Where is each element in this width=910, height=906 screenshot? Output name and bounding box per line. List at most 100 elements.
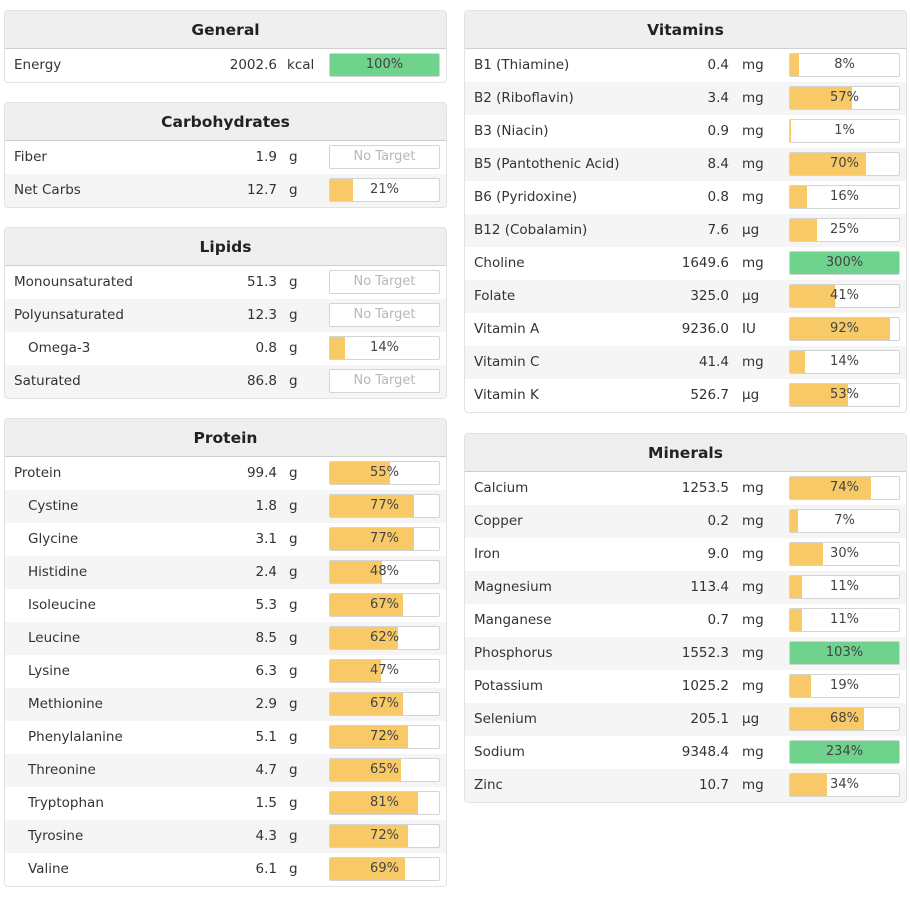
nutrient-row[interactable]: Phenylalanine 5.1 g 72%	[5, 721, 446, 754]
nutrient-row[interactable]: Leucine 8.5 g 62%	[5, 622, 446, 655]
nutrient-row[interactable]: Saturated 86.8 g No Target	[5, 365, 446, 398]
nutrient-row[interactable]: Fiber 1.9 g No Target	[5, 141, 446, 174]
nutrient-name: Manganese	[474, 612, 552, 628]
nutrient-row[interactable]: Monounsaturated 51.3 g No Target	[5, 266, 446, 299]
nutrient-row[interactable]: Zinc 10.7 mg 34%	[465, 769, 906, 802]
nutrient-row[interactable]: Vitamin C 41.4 mg 14%	[465, 346, 906, 379]
nutrient-row[interactable]: Cystine 1.8 g 77%	[5, 490, 446, 523]
progress-fill	[790, 384, 848, 406]
nutrient-name: Glycine	[28, 531, 79, 547]
nutrient-row[interactable]: B2 (Riboflavin) 3.4 mg 57%	[465, 82, 906, 115]
progress-fill	[790, 153, 867, 175]
target-progress-bar: 55%	[329, 461, 440, 485]
nutrient-row[interactable]: Protein 99.4 g 55%	[5, 457, 446, 490]
progress-fill	[790, 576, 802, 598]
panel-title: Protein	[5, 419, 446, 457]
nutrient-row[interactable]: B3 (Niacin) 0.9 mg 1%	[465, 115, 906, 148]
nutrient-unit: mg	[742, 546, 764, 562]
progress-percent: 21%	[370, 182, 399, 197]
nutrient-unit: g	[289, 762, 298, 778]
nutrient-amount: 1.9	[255, 149, 277, 165]
nutrient-row[interactable]: Threonine 4.7 g 65%	[5, 754, 446, 787]
nutrient-name: Lysine	[28, 663, 70, 679]
progress-fill	[790, 120, 792, 142]
nutrient-row[interactable]: Copper 0.2 mg 7%	[465, 505, 906, 538]
target-progress-bar: 34%	[789, 773, 900, 797]
target-progress-bar: 41%	[789, 284, 900, 308]
progress-fill	[330, 792, 419, 814]
nutrient-amount: 6.3	[255, 663, 277, 679]
nutrient-row[interactable]: Phosphorus 1552.3 mg 103%	[465, 637, 906, 670]
nutrient-unit: g	[289, 696, 298, 712]
nutrient-row[interactable]: Tryptophan 1.5 g 81%	[5, 787, 446, 820]
nutrient-amount: 5.1	[255, 729, 277, 745]
progress-fill	[790, 543, 823, 565]
nutrient-row[interactable]: Manganese 0.7 mg 11%	[465, 604, 906, 637]
progress-fill	[790, 609, 802, 631]
nutrient-amount: 3.1	[255, 531, 277, 547]
target-progress-bar: 14%	[789, 350, 900, 374]
nutrient-row[interactable]: B6 (Pyridoxine) 0.8 mg 16%	[465, 181, 906, 214]
nutrient-row[interactable]: B1 (Thiamine) 0.4 mg 8%	[465, 49, 906, 82]
progress-percent: 100%	[365, 57, 404, 72]
progress-percent: 16%	[830, 189, 859, 204]
progress-fill	[330, 693, 404, 715]
nutrient-row[interactable]: Calcium 1253.5 mg 74%	[465, 472, 906, 505]
target-progress-bar: 19%	[789, 674, 900, 698]
nutrient-unit: mg	[742, 189, 764, 205]
progress-percent: 81%	[370, 795, 399, 810]
nutrient-amount: 3.4	[707, 90, 729, 106]
nutrient-unit: mg	[742, 678, 764, 694]
target-progress-bar: 100%	[329, 53, 440, 77]
progress-fill	[330, 726, 409, 748]
nutrient-row[interactable]: Glycine 3.1 g 77%	[5, 523, 446, 556]
progress-fill	[330, 561, 383, 583]
panel-protein: Protein Protein 99.4 g 55% Cystine 1.8 g 77% Glyc…	[4, 418, 447, 887]
nutrient-row[interactable]: Polyunsaturated 12.3 g No Target	[5, 299, 446, 332]
nutrient-row[interactable]: Choline 1649.6 mg 300%	[465, 247, 906, 280]
panel-title: Lipids	[5, 228, 446, 266]
nutrient-row[interactable]: Folate 325.0 µg 41%	[465, 280, 906, 313]
nutrient-row[interactable]: Vitamin A 9236.0 IU 92%	[465, 313, 906, 346]
nutrient-row[interactable]: Omega-3 0.8 g 14%	[5, 332, 446, 365]
nutrient-row[interactable]: Vitamin K 526.7 µg 53%	[465, 379, 906, 412]
right-column: Vitamins B1 (Thiamine) 0.4 mg 8% B2 (Riboflav…	[464, 10, 907, 823]
progress-percent: 25%	[830, 222, 859, 237]
nutrient-row[interactable]: Tyrosine 4.3 g 72%	[5, 820, 446, 853]
progress-percent: No Target	[353, 149, 416, 164]
nutrient-amount: 0.7	[707, 612, 729, 628]
nutrient-row[interactable]: Potassium 1025.2 mg 19%	[465, 670, 906, 703]
progress-percent: 72%	[370, 729, 399, 744]
target-progress-bar: 69%	[329, 857, 440, 881]
nutrient-row[interactable]: Selenium 205.1 µg 68%	[465, 703, 906, 736]
nutrient-name: Monounsaturated	[14, 274, 133, 290]
nutrient-row[interactable]: Magnesium 113.4 mg 11%	[465, 571, 906, 604]
nutrient-unit: mg	[742, 513, 764, 529]
progress-percent: 77%	[370, 498, 399, 513]
nutrient-row[interactable]: Methionine 2.9 g 67%	[5, 688, 446, 721]
progress-percent: 34%	[830, 777, 859, 792]
nutrient-name: Valine	[28, 861, 69, 877]
nutrient-row[interactable]: Isoleucine 5.3 g 67%	[5, 589, 446, 622]
nutrient-row[interactable]: Lysine 6.3 g 47%	[5, 655, 446, 688]
progress-percent: 1%	[834, 123, 855, 138]
nutrient-row[interactable]: Valine 6.1 g 69%	[5, 853, 446, 886]
nutrient-row[interactable]: Sodium 9348.4 mg 234%	[465, 736, 906, 769]
progress-percent: 67%	[370, 597, 399, 612]
progress-percent: 74%	[830, 480, 859, 495]
nutrient-row[interactable]: Histidine 2.4 g 48%	[5, 556, 446, 589]
progress-fill	[330, 495, 414, 517]
target-progress-bar: No Target	[329, 270, 440, 294]
nutrient-row[interactable]: Iron 9.0 mg 30%	[465, 538, 906, 571]
target-progress-bar: 92%	[789, 317, 900, 341]
nutrient-row[interactable]: B5 (Pantothenic Acid) 8.4 mg 70%	[465, 148, 906, 181]
nutrient-row[interactable]: Energy 2002.6 kcal 100%	[5, 49, 446, 82]
nutrient-name: Sodium	[474, 744, 525, 760]
nutrient-amount: 1253.5	[681, 480, 729, 496]
nutrient-name: Copper	[474, 513, 523, 529]
nutrient-row[interactable]: B12 (Cobalamin) 7.6 µg 25%	[465, 214, 906, 247]
panel-title: Carbohydrates	[5, 103, 446, 141]
target-progress-bar: 14%	[329, 336, 440, 360]
target-progress-bar: 77%	[329, 527, 440, 551]
nutrient-row[interactable]: Net Carbs 12.7 g 21%	[5, 174, 446, 207]
